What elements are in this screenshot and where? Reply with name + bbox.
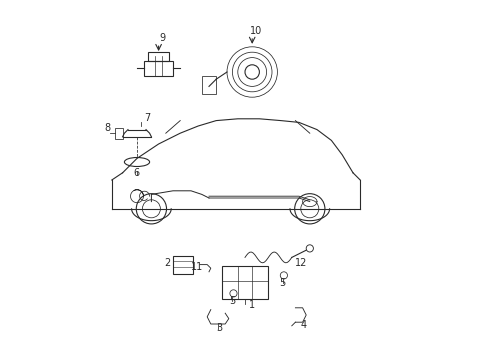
Text: 10: 10	[250, 26, 262, 36]
Bar	[173, 256, 193, 274]
Text: 5: 5	[279, 278, 286, 288]
Text: 5: 5	[229, 296, 235, 306]
Text: 9: 9	[159, 33, 165, 44]
Text: 7: 7	[144, 113, 150, 123]
Text: 6: 6	[133, 168, 140, 179]
Bar	[148, 52, 170, 61]
Text: 11: 11	[191, 262, 203, 272]
Text: 4: 4	[301, 320, 307, 330]
Text: 8: 8	[104, 123, 111, 134]
Bar	[115, 128, 123, 139]
Text: 2: 2	[164, 258, 170, 269]
Text: 12: 12	[295, 258, 308, 269]
Text: 1: 1	[248, 300, 255, 310]
Bar	[202, 76, 216, 94]
Text: 3: 3	[216, 323, 222, 333]
Bar	[221, 266, 269, 299]
Bar	[144, 61, 173, 76]
